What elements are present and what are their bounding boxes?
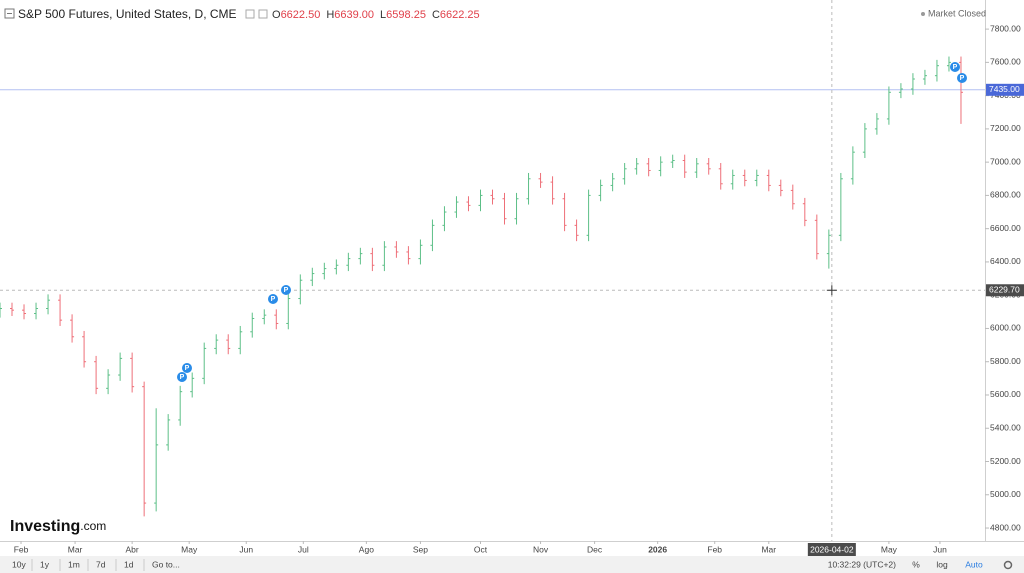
range-button[interactable]: 1y — [40, 559, 50, 569]
ohlc-legend: H6639.00 — [326, 9, 374, 21]
range-button[interactable]: 7d — [96, 559, 106, 569]
y-tick-label: 5800.00 — [990, 356, 1021, 366]
x-tick-label: Mar — [761, 544, 776, 554]
y-tick-label: 6000.00 — [990, 323, 1021, 333]
ohlc-bars — [0, 56, 963, 517]
y-tick-label: 7200.00 — [990, 123, 1021, 133]
x-tick-label: Jun — [239, 544, 253, 554]
x-tick-label: Nov — [533, 544, 549, 554]
p-marker-icon: P — [180, 374, 185, 381]
logo: Investing.com — [10, 518, 106, 535]
p-marker-icon: P — [960, 75, 965, 82]
y-tick-label: 7600.00 — [990, 57, 1021, 67]
collapse-icon[interactable] — [4, 8, 15, 19]
settings-icon[interactable] — [245, 9, 255, 19]
x-tick-label: May — [881, 544, 898, 554]
x-tick-label: Jul — [298, 544, 309, 554]
ohlc-legend: C6622.25 — [432, 9, 480, 21]
y-tick-label: 7000.00 — [990, 156, 1021, 166]
price-label-bg — [986, 83, 1024, 96]
p-marker[interactable] — [950, 62, 960, 72]
crosshair-y-label: 6229.70 — [989, 285, 1020, 295]
crosshair-x-label-bg — [807, 543, 856, 556]
ohlc-key: L — [380, 9, 386, 21]
x-tick-label: May — [181, 544, 198, 554]
goto-button[interactable]: Go to... — [152, 559, 180, 569]
ohlc-key: H — [326, 9, 334, 21]
ohlc-value: 6598.25 — [386, 9, 426, 21]
status-dot — [921, 12, 925, 16]
y-tick-label: 7800.00 — [990, 23, 1021, 33]
y-tick-label: 5200.00 — [990, 456, 1021, 466]
ohlc-key: C — [432, 9, 440, 21]
ohlc-legend: O6622.50 — [272, 9, 320, 21]
market-status: Market Closed — [928, 8, 986, 18]
y-tick-label: 4800.00 — [990, 522, 1021, 532]
x-tick-label: 2026 — [648, 544, 667, 554]
range-button[interactable]: 10y — [12, 559, 26, 569]
x-tick-label: Feb — [707, 544, 722, 554]
crosshair-cursor — [826, 285, 837, 296]
p-marker[interactable] — [957, 73, 967, 83]
x-tick-label: Dec — [587, 544, 603, 554]
crosshair-x-label: 2026-04-02 — [810, 544, 854, 554]
price-label: 7435.00 — [989, 84, 1020, 94]
x-tick-label: Jun — [933, 544, 947, 554]
option-button[interactable]: log — [936, 559, 948, 569]
y-tick-label: 6600.00 — [990, 223, 1021, 233]
settings-gear[interactable] — [1003, 560, 1013, 570]
clock: 10:32:29 (UTC+2) — [828, 559, 896, 569]
x-tick-label: Oct — [474, 544, 488, 554]
p-marker[interactable] — [177, 372, 187, 382]
ohlc-legend: L6598.25 — [380, 9, 426, 21]
p-marker-icon: P — [271, 296, 276, 303]
range-button[interactable]: 1d — [124, 559, 134, 569]
p-marker[interactable] — [268, 294, 278, 304]
logo-suffix: .com — [80, 519, 106, 533]
p-marker-icon: P — [953, 64, 958, 71]
option-button[interactable]: % — [912, 559, 920, 569]
p-marker-icon: P — [185, 365, 190, 372]
close-icon[interactable] — [258, 9, 268, 19]
y-tick-label: 5600.00 — [990, 389, 1021, 399]
logo-brand: Investing — [10, 518, 80, 535]
p-marker[interactable] — [281, 285, 291, 295]
x-tick-label: Abr — [126, 544, 139, 554]
p-marker[interactable] — [182, 363, 192, 373]
ohlc-value: 6622.50 — [281, 9, 321, 21]
x-tick-label: Feb — [14, 544, 29, 554]
y-tick-label: 6400.00 — [990, 256, 1021, 266]
x-tick-label: Sep — [413, 544, 428, 554]
x-tick-label: Ago — [359, 544, 374, 554]
x-tick-label: Mar — [68, 544, 83, 554]
ohlc-key: O — [272, 9, 281, 21]
crosshair-y-label-bg — [986, 284, 1024, 297]
y-tick-label: 5400.00 — [990, 422, 1021, 432]
ohlc-value: 6622.25 — [440, 9, 480, 21]
chart-title: S&P 500 Futures, United States, D, CME — [18, 7, 237, 21]
range-button[interactable]: 1m — [68, 559, 80, 569]
annotations: P P P P P P — [177, 62, 967, 382]
y-tick-label: 6800.00 — [990, 190, 1021, 200]
option-button[interactable]: Auto — [965, 559, 983, 569]
ohlc-value: 6639.00 — [334, 9, 374, 21]
toolbar — [0, 556, 1024, 573]
p-marker-icon: P — [284, 287, 289, 294]
y-tick-label: 5000.00 — [990, 489, 1021, 499]
